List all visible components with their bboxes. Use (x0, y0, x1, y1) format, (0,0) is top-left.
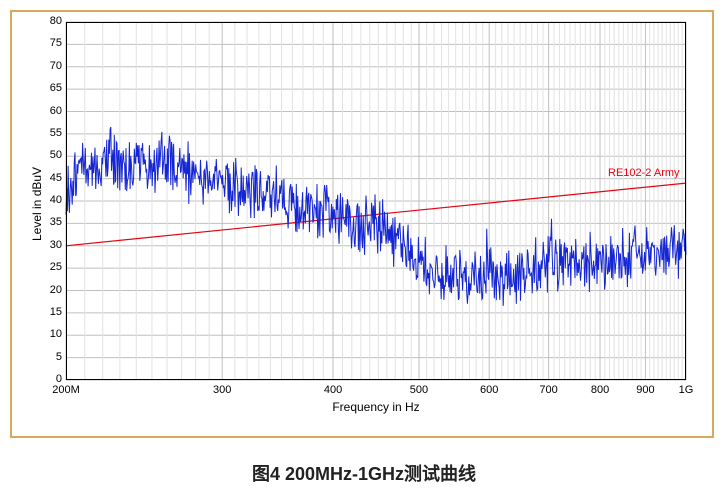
x-tick-label: 200M (46, 384, 86, 396)
y-tick-label: 40 (50, 194, 62, 206)
x-tick-label: 900 (625, 384, 665, 396)
y-tick-label: 15 (50, 306, 62, 318)
x-tick-label: 300 (202, 384, 242, 396)
y-tick-label: 65 (50, 82, 62, 94)
x-tick-label: 500 (399, 384, 439, 396)
limit-line-label: RE102-2 Army (608, 167, 680, 179)
y-axis-label: Level in dBuV (30, 167, 44, 241)
y-tick-label: 30 (50, 239, 62, 251)
figure-caption: 图4 200MHz-1GHz测试曲线 (0, 460, 728, 486)
y-tick-label: 60 (50, 105, 62, 117)
y-tick-label: 70 (50, 60, 62, 72)
y-tick-label: 10 (50, 328, 62, 340)
x-tick-label: 1G (666, 384, 706, 396)
y-tick-label: 75 (50, 37, 62, 49)
x-tick-label: 600 (469, 384, 509, 396)
y-tick-label: 20 (50, 284, 62, 296)
x-tick-label: 400 (313, 384, 353, 396)
y-tick-label: 50 (50, 149, 62, 161)
y-tick-label: 25 (50, 261, 62, 273)
y-tick-label: 5 (56, 351, 62, 363)
y-tick-label: 35 (50, 216, 62, 228)
y-tick-label: 45 (50, 172, 62, 184)
y-tick-label: 80 (50, 15, 62, 27)
x-tick-label: 700 (529, 384, 569, 396)
x-tick-label: 800 (580, 384, 620, 396)
x-axis-label: Frequency in Hz (66, 400, 686, 414)
plot-border (66, 22, 686, 380)
y-tick-label: 55 (50, 127, 62, 139)
